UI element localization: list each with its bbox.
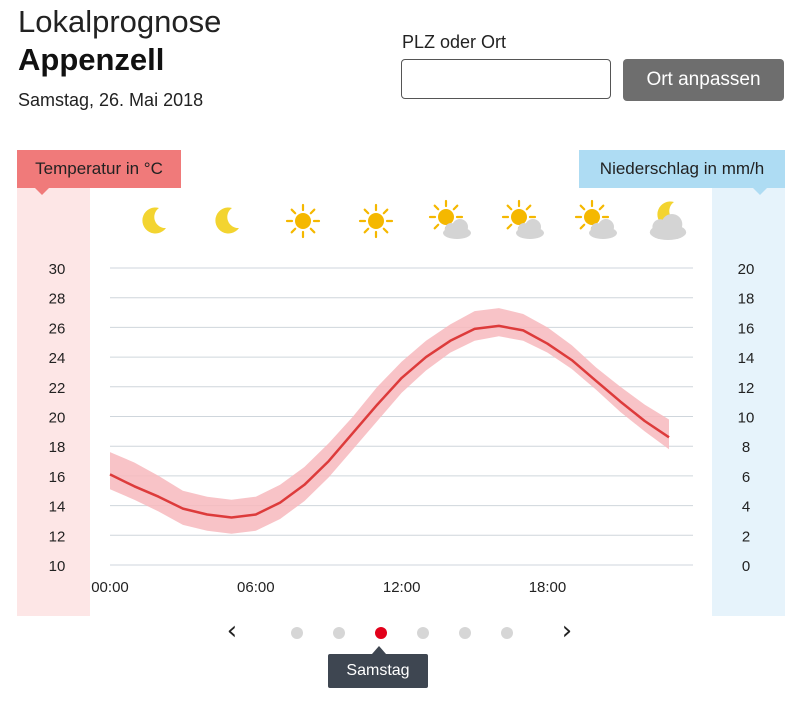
- y2-tick-label: 18: [738, 291, 755, 308]
- y-tick-label: 22: [49, 380, 66, 397]
- page-title: Lokalprognose: [18, 4, 222, 39]
- temperature-axis-tag: Temperatur in °C: [17, 150, 181, 195]
- x-tick-label: 00:00: [91, 579, 129, 596]
- y2-tick-label: 10: [738, 410, 755, 427]
- forecast-date: Samstag, 26. Mai 2018: [18, 90, 204, 110]
- x-tick-label: 06:00: [237, 579, 275, 596]
- x-tick-label: 18:00: [529, 579, 567, 596]
- y2-tick-label: 2: [742, 528, 750, 545]
- y2-tick-label: 20: [738, 261, 755, 278]
- plz-label: PLZ oder Ort: [402, 32, 507, 52]
- sun-icon: [285, 203, 321, 239]
- y-tick-label: 14: [49, 499, 66, 516]
- sun-cloud-icon: [574, 199, 617, 239]
- y2-tick-label: 8: [742, 439, 750, 456]
- moon-icon: [215, 207, 239, 234]
- pagination-dot[interactable]: [501, 627, 513, 639]
- sun-cloud-icon: [428, 199, 471, 239]
- precipitation-axis-strip: [712, 188, 785, 616]
- location-name: Appenzell: [18, 42, 165, 77]
- sun-cloud-icon: [501, 199, 544, 239]
- pagination-dot[interactable]: [375, 627, 387, 639]
- temperature-line: [109, 324, 670, 519]
- y-tick-label: 12: [49, 528, 66, 545]
- precipitation-axis-tag: Niederschlag in mm/h: [579, 150, 785, 195]
- ort-anpassen-button[interactable]: Ort anpassen: [623, 59, 784, 101]
- y-tick-label: 18: [49, 439, 66, 456]
- y2-tick-label: 16: [738, 320, 755, 337]
- y-tick-label: 10: [49, 558, 66, 575]
- y-tick-label: 20: [49, 410, 66, 427]
- pagination-dot[interactable]: [417, 627, 429, 639]
- y-tick-label: 26: [49, 320, 66, 337]
- pagination-dot[interactable]: [333, 627, 345, 639]
- prev-day-button[interactable]: ‹: [226, 616, 238, 646]
- pagination-dot[interactable]: [459, 627, 471, 639]
- pagination-dot[interactable]: [291, 627, 303, 639]
- moon-cloud-icon: [649, 201, 687, 240]
- temperature-range-band: [110, 308, 669, 534]
- y2-tick-label: 4: [742, 499, 750, 516]
- y2-tick-label: 0: [742, 558, 750, 575]
- y2-tick-label: 14: [738, 350, 755, 367]
- plz-input[interactable]: [401, 59, 611, 99]
- y2-tick-label: 12: [738, 380, 755, 397]
- y-tick-label: 30: [49, 261, 66, 278]
- y2-tick-label: 6: [742, 469, 750, 486]
- next-day-button[interactable]: ›: [561, 616, 573, 646]
- temperature-axis-strip: [17, 188, 90, 616]
- sun-icon: [358, 203, 394, 239]
- y-tick-label: 16: [49, 469, 66, 486]
- x-tick-label: 12:00: [383, 579, 421, 596]
- moon-icon: [142, 207, 166, 234]
- y-tick-label: 28: [49, 291, 66, 308]
- y-tick-label: 24: [49, 350, 66, 367]
- active-day-tooltip: Samstag: [328, 646, 428, 688]
